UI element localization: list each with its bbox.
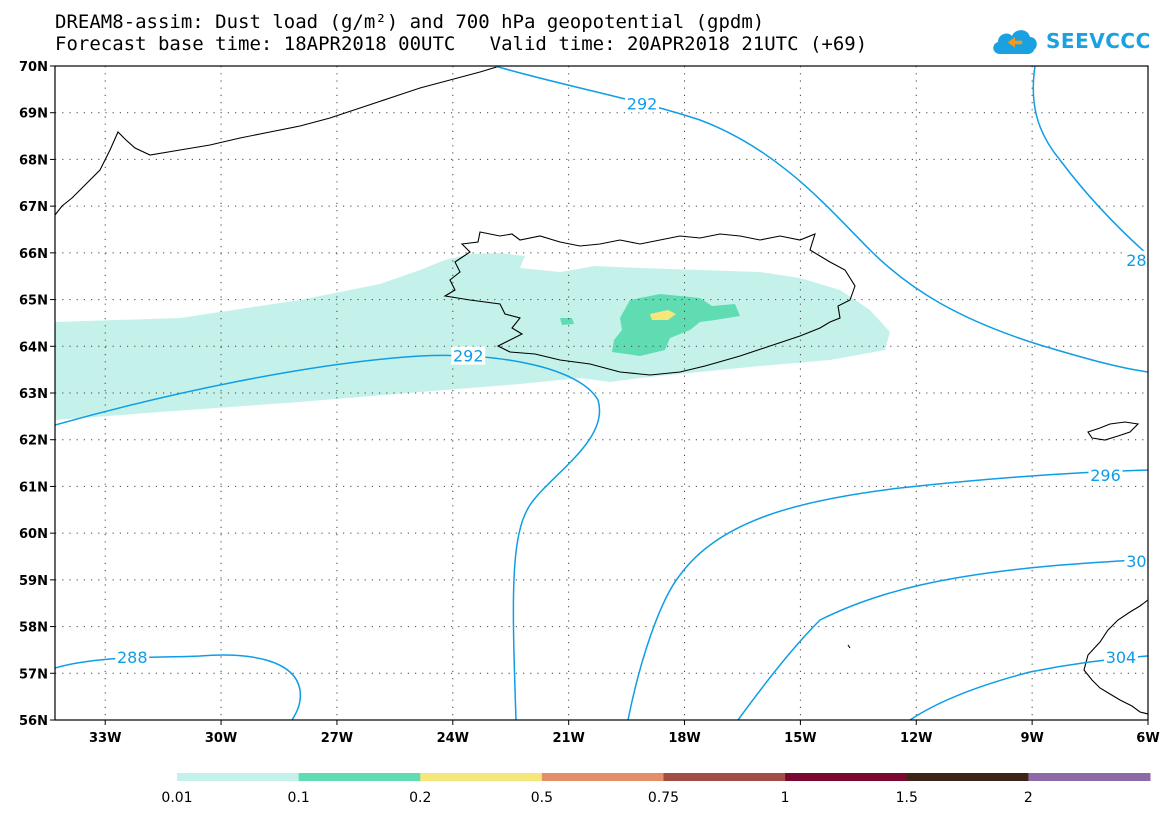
- dust-shading: [55, 253, 890, 420]
- dust-area-high: [650, 310, 676, 320]
- lat-label: 69N: [19, 107, 48, 122]
- contour-labels: 292 292 288 296 28 30 304: [115, 94, 1148, 667]
- contour-label-bg: [451, 346, 486, 365]
- lon-label: 21W: [552, 731, 584, 746]
- lat-label: 57N: [19, 667, 48, 682]
- colorbar-label: 0.01: [161, 790, 192, 806]
- lon-label: 33W: [89, 731, 121, 746]
- colorbar-label: 0.1: [287, 790, 309, 806]
- contour-label-bg: [1124, 552, 1148, 571]
- lat-label: 61N: [19, 480, 48, 495]
- dust-area-mid: [612, 294, 740, 356]
- contour-label: 304: [1106, 648, 1137, 667]
- lat-label: 66N: [19, 247, 48, 262]
- contour-label: 30: [1126, 552, 1146, 571]
- colorbar: 0.01 0.1 0.2 0.5 0.75 1 1.5 2: [161, 773, 1151, 806]
- map-subtitle: Forecast base time: 18APR2018 00UTC Vali…: [55, 33, 868, 55]
- contour-292-south: [55, 354, 601, 720]
- lon-label: 6W: [1136, 731, 1159, 746]
- contour-label-bg: [115, 647, 150, 666]
- lat-label: 56N: [19, 714, 48, 729]
- contour-label: 292: [453, 347, 484, 366]
- contour-296: [627, 469, 1148, 720]
- lat-label: 59N: [19, 574, 48, 589]
- colorbar-label: 2: [1024, 790, 1033, 806]
- lon-label: 30W: [205, 731, 237, 746]
- lat-label: 64N: [19, 340, 48, 355]
- colorbar-swatch: [298, 773, 421, 781]
- lat-label: 60N: [19, 527, 48, 542]
- colorbar-swatch: [906, 773, 1029, 781]
- lat-label: 63N: [19, 387, 48, 402]
- map-title: DREAM8-assim: Dust load (g/m²) and 700 h…: [55, 11, 765, 33]
- contour-label-bg: [1088, 465, 1123, 484]
- geopotential-contours: [55, 66, 1148, 720]
- contour-label-bg: [1103, 647, 1138, 666]
- lat-label: 68N: [19, 153, 48, 168]
- lon-label: 24W: [437, 731, 469, 746]
- colorbar-label: 0.2: [409, 790, 431, 806]
- latitude-labels: 70N 69N 68N 67N 66N 65N 64N 63N 62N 61N 60N 59N 58N 5…: [19, 60, 55, 729]
- colorbar-label: 0.75: [648, 790, 679, 806]
- contour-label: 288: [117, 648, 148, 667]
- contour-label: 292: [627, 94, 658, 113]
- contour-label: 296: [1090, 466, 1121, 485]
- longitude-labels: 33W 30W 27W 24W 21W 18W 15W 12W 9W 6W: [89, 720, 1160, 746]
- contour-label: 28: [1126, 251, 1146, 270]
- lon-label: 9W: [1020, 731, 1043, 746]
- dust-area-low: [55, 253, 890, 420]
- graticule: [55, 66, 1148, 720]
- colorbar-label: 1: [781, 790, 790, 806]
- coastline-isle: [847, 644, 851, 649]
- colorbar-label: 1.5: [896, 790, 918, 806]
- colorbar-swatch: [177, 773, 300, 781]
- logo-text: SEEVCCC: [1046, 29, 1151, 53]
- contour-284: [1032, 66, 1148, 256]
- cloud-icon: [993, 30, 1037, 54]
- contour-300: [737, 559, 1148, 720]
- coastlines: [55, 66, 1148, 715]
- contour-label-bg: [1124, 250, 1148, 269]
- contour-label-bg: [625, 94, 660, 113]
- colorbar-swatch: [541, 773, 664, 781]
- lat-label: 58N: [19, 621, 48, 636]
- lon-label: 15W: [784, 731, 816, 746]
- colorbar-swatch: [663, 773, 786, 781]
- colorbar-swatch: [785, 773, 908, 781]
- colorbar-label: 0.5: [531, 790, 553, 806]
- colorbar-swatch: [420, 773, 543, 781]
- colorbar-swatch: [1028, 773, 1151, 781]
- coastline-greenland: [55, 66, 501, 216]
- coastline-iceland: [443, 231, 856, 376]
- dust-area-mid-2: [560, 318, 574, 325]
- lat-label: 62N: [19, 434, 48, 449]
- lon-label: 18W: [668, 731, 700, 746]
- lat-label: 65N: [19, 294, 48, 309]
- lat-label: 70N: [19, 60, 48, 75]
- lon-label: 27W: [321, 731, 353, 746]
- coastline-faroe: [1087, 421, 1140, 441]
- lon-label: 12W: [900, 731, 932, 746]
- lat-label: 67N: [19, 200, 48, 215]
- coastline-scotland: [1083, 599, 1148, 715]
